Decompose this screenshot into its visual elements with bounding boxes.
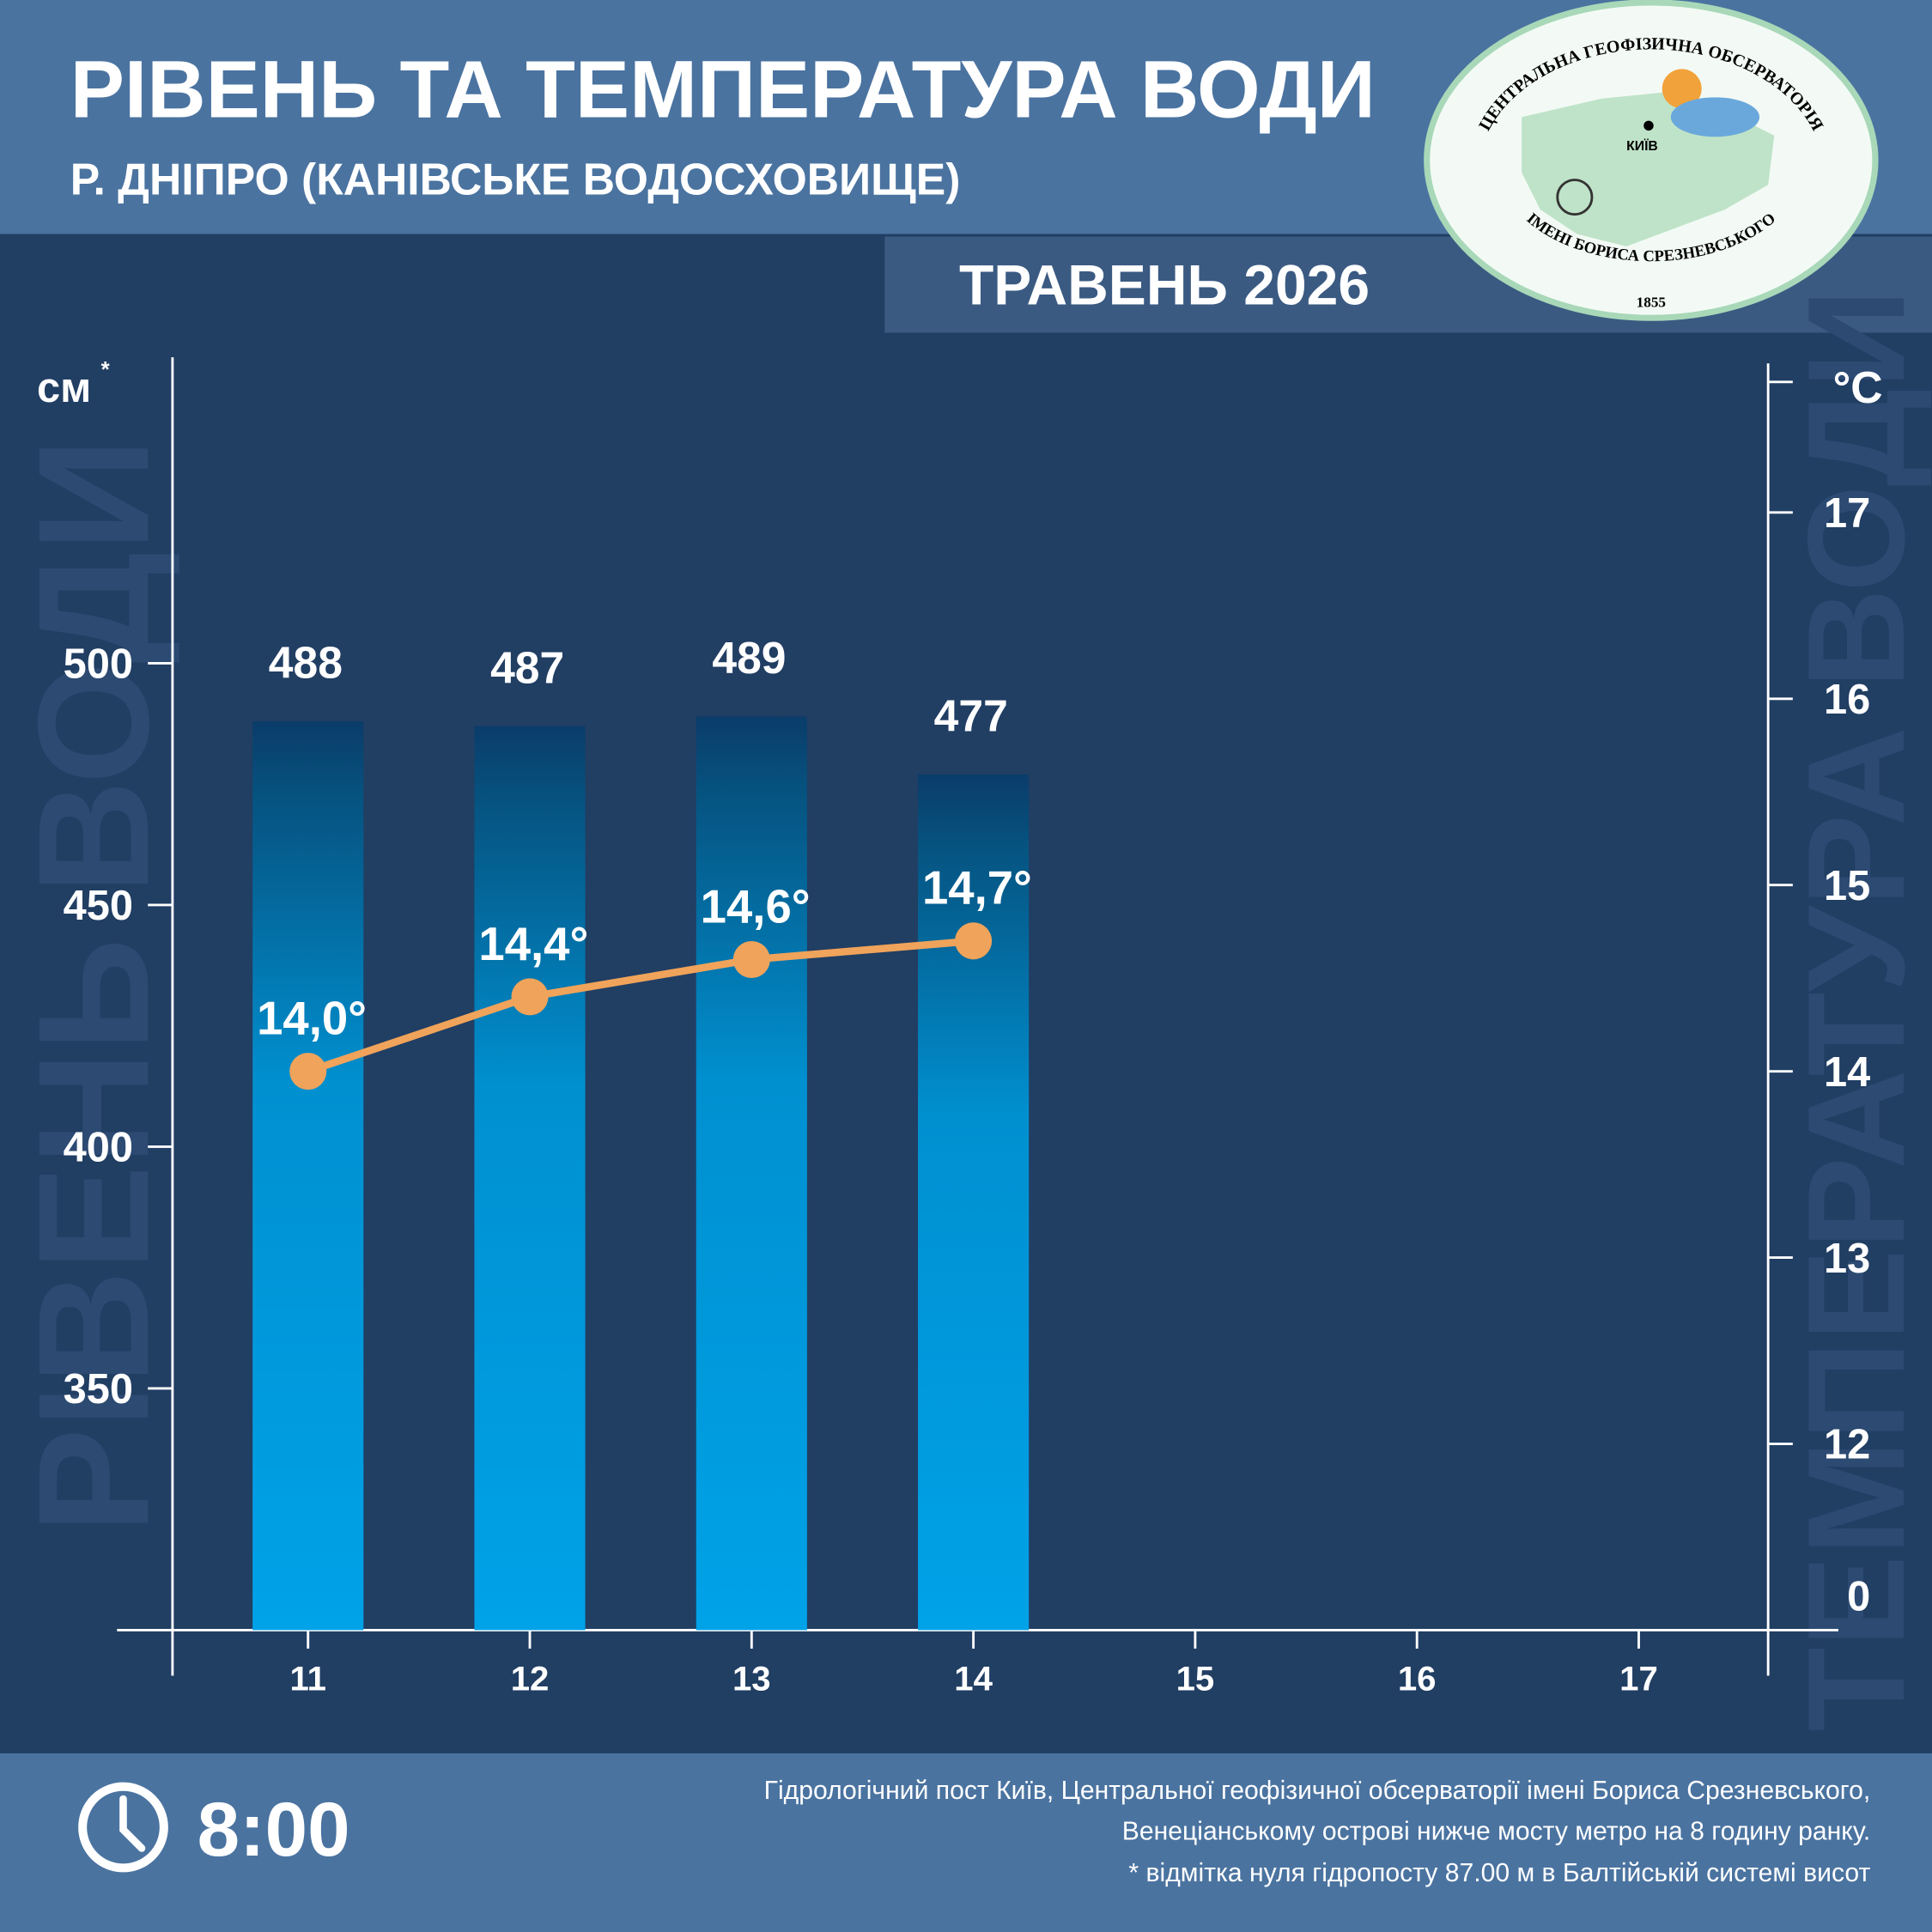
y-tick-label: 450 [64,883,133,929]
temperature-point [732,940,770,979]
x-tick-label: 14 [954,1660,993,1698]
y-tick-label: 400 [64,1125,133,1171]
x-tick-label: 12 [511,1660,550,1698]
plot: 350 400 450 500 0 12 13 14 15 16 17 11 12 13 14 15 16 17 4… [64,490,1871,1698]
footer-note: Венеціанському острові нижче мосту метро… [1122,1817,1870,1845]
bar-value-label: 477 [934,691,1008,741]
y2-watermark: ТЕМПЕРАТУРА ВОДИ [1780,289,1932,1732]
title: РІВЕНЬ ТА ТЕМПЕРАТУРА ВОДИ [70,44,1376,135]
bar-value-label: 488 [269,638,343,688]
y2-tick-label: 17 [1824,490,1870,537]
x-tick-label: 16 [1398,1660,1437,1698]
y-label: см [37,365,91,411]
y2-tick-label: 16 [1824,677,1870,723]
y-label-note: * [101,358,111,382]
y2-tick-label: 15 [1824,863,1870,909]
footer-band [0,1753,1932,1932]
clock-hands [119,1795,146,1852]
y2-tick-label: 13 [1824,1236,1870,1282]
y2-tick-label: 14 [1824,1049,1870,1096]
bar [252,720,364,1631]
clock-face [78,1782,168,1873]
temperature-point [955,922,993,960]
logo-year: 1855 [1637,294,1666,310]
bar-value-label: 487 [490,642,564,692]
x-tick-label: 17 [1619,1660,1658,1698]
logo-cloud [1670,97,1760,137]
bar [474,726,586,1631]
logo: КИЇВ ЦЕНТРАЛЬНА ГЕОФІЗИЧНА ОБСЕРВАТОРІЯ … [1424,0,1879,321]
temperature-label: 14,7° [922,862,1032,914]
temperature-point [511,978,549,1016]
logo-city-dot [1643,120,1654,131]
logo-dish [1556,179,1594,216]
bar [918,774,1030,1631]
temperature-label: 14,0° [257,993,367,1045]
x-tick-label: 11 [290,1660,326,1698]
logo-city: КИЇВ [1626,138,1658,154]
x-tick-label: 15 [1176,1660,1215,1698]
logo-sun [1662,69,1702,109]
y-watermark: РІВЕНЬ ВОДИ [5,438,181,1534]
y2-label: °C [1833,362,1883,412]
clock-icon [78,1782,168,1873]
bar [696,716,807,1631]
period: ТРАВЕНЬ 2026 [959,252,1370,316]
y2-tick-label: 12 [1824,1422,1870,1468]
temperature-point [289,1053,327,1091]
y-tick-label: 500 [64,641,133,688]
bar-value-label: 489 [712,633,786,683]
footer-note: * відмітка нуля гідропосту 87.00 м в Бал… [1128,1859,1870,1887]
x-tick-label: 13 [732,1660,771,1698]
temperature-label: 14,4° [478,918,588,970]
temperature-line [307,937,974,1075]
footer-note: Гідрологічний пост Київ, Центральної гео… [764,1777,1871,1805]
subtitle: Р. ДНІПРО (КАНІВСЬКЕ ВОДОСХОВИЩЕ) [70,155,961,204]
y2-tick-label: 0 [1847,1573,1870,1619]
y-tick-label: 350 [64,1366,133,1413]
temperature-label: 14,6° [701,880,811,933]
time: 8:00 [197,1786,350,1872]
